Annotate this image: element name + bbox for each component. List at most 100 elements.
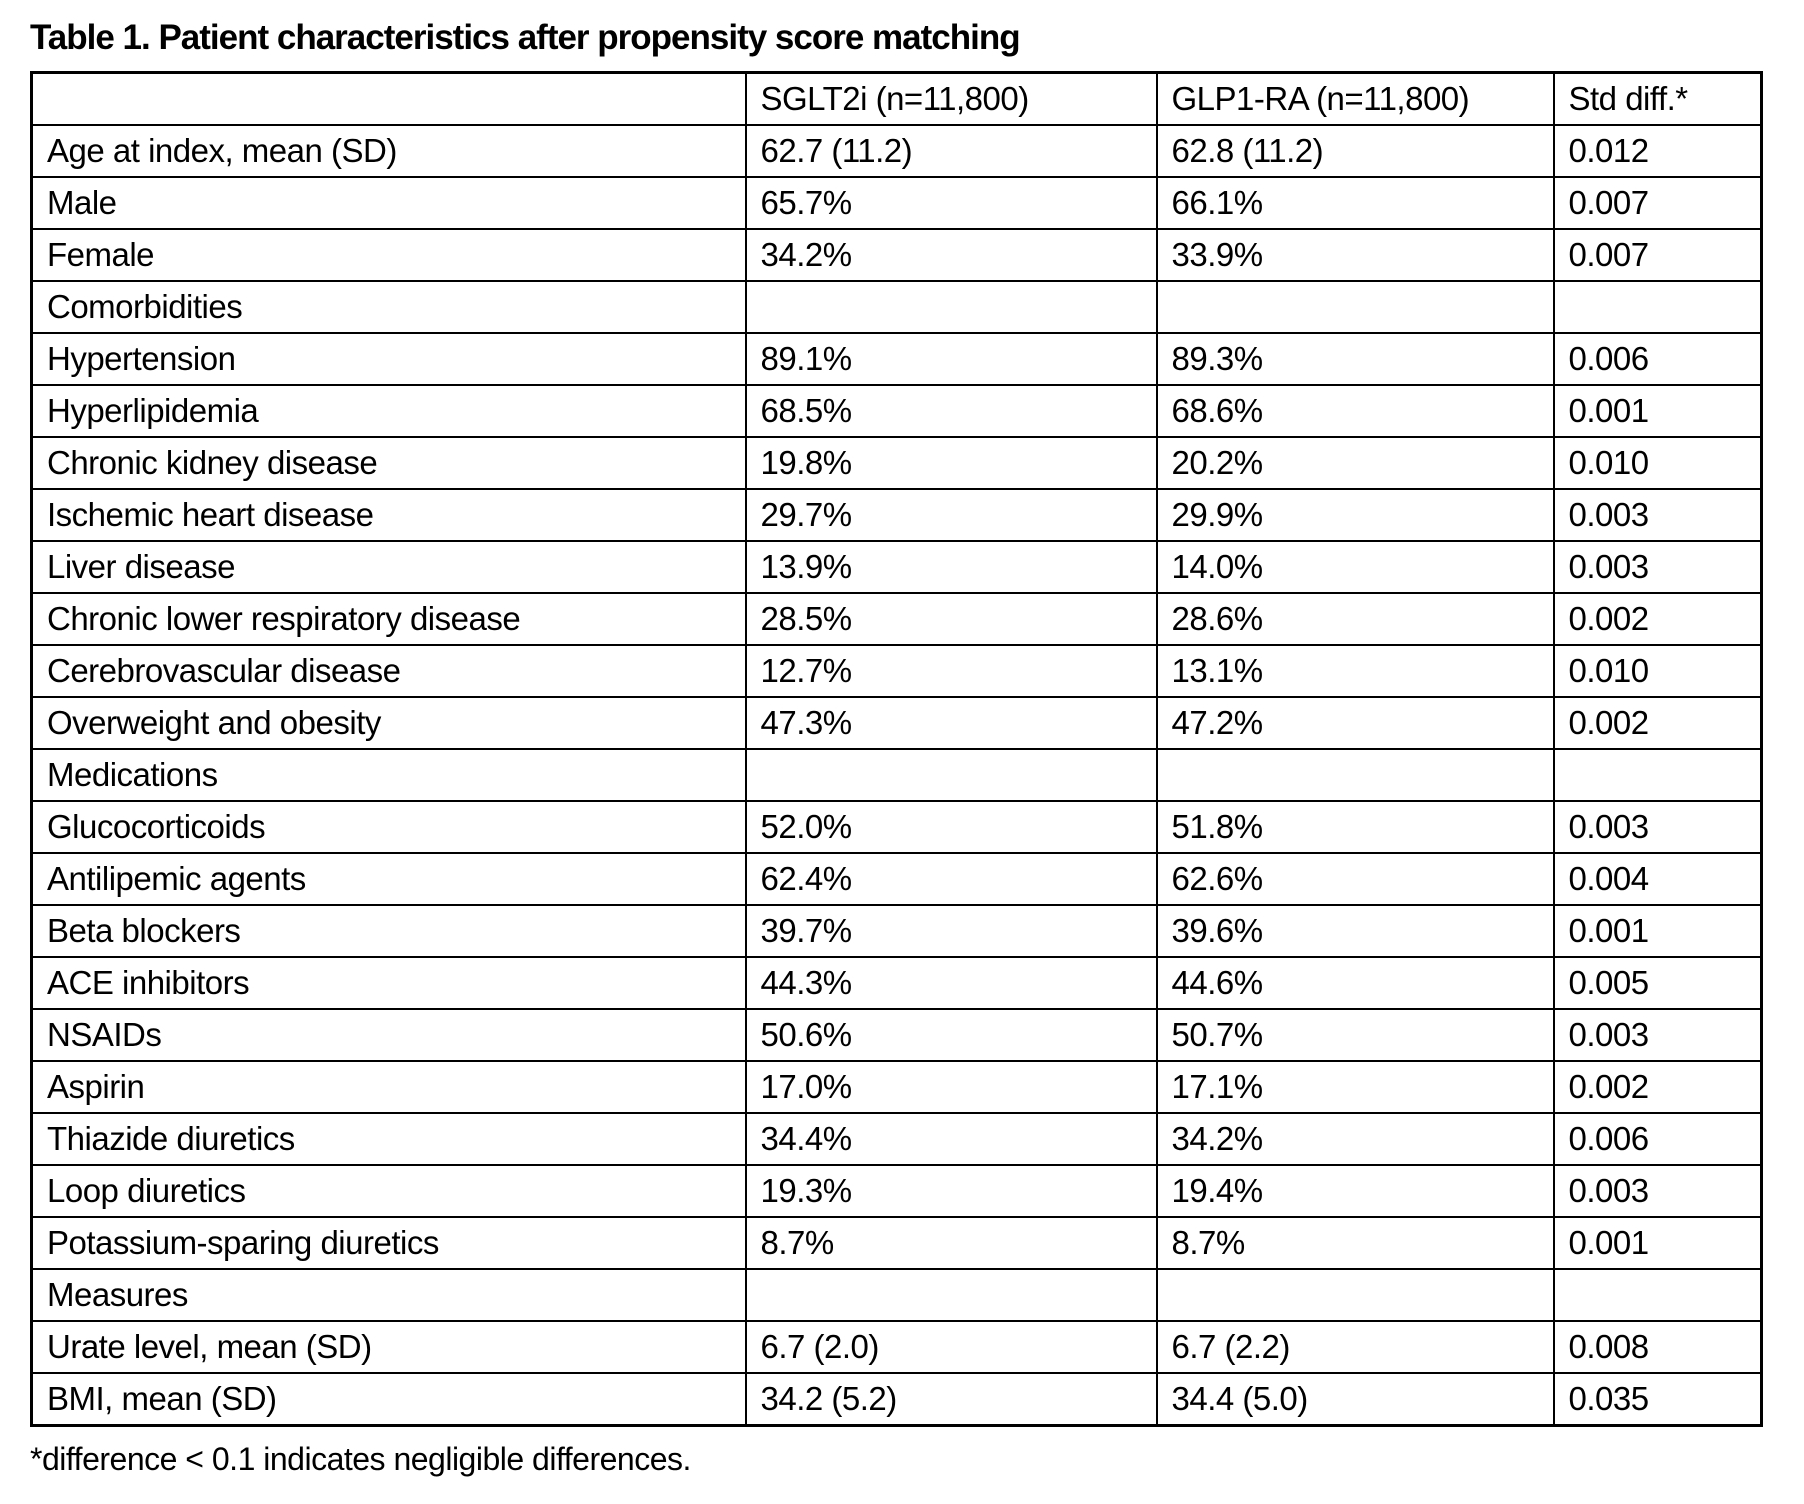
- value-cell: 14.0%: [1155, 540, 1555, 594]
- row-label-cell: Male: [30, 176, 747, 230]
- value-cell: 0.002: [1552, 1060, 1763, 1114]
- section-row: Comorbidities: [30, 280, 1763, 334]
- value-cell: 17.1%: [1155, 1060, 1555, 1114]
- value-cell: 0.001: [1552, 1216, 1763, 1270]
- value-cell: [744, 280, 1158, 334]
- row-label-cell: Liver disease: [30, 540, 747, 594]
- table-row: Aspirin 17.0% 17.1% 0.002: [30, 1060, 1763, 1114]
- value-cell: [1155, 280, 1555, 334]
- table-row: Chronic lower respiratory disease 28.5% 28…: [30, 592, 1763, 646]
- row-label-cell: Hyperlipidemia: [30, 384, 747, 438]
- value-cell: 47.2%: [1155, 696, 1555, 750]
- value-cell: 34.2%: [1155, 1112, 1555, 1166]
- value-cell: 0.005: [1552, 956, 1763, 1010]
- section-label-cell: Comorbidities: [30, 280, 747, 334]
- value-cell: 50.6%: [744, 1008, 1158, 1062]
- value-cell: 17.0%: [744, 1060, 1158, 1114]
- value-cell: 62.6%: [1155, 852, 1555, 906]
- value-cell: 0.006: [1552, 332, 1763, 386]
- value-cell: 0.007: [1552, 176, 1763, 230]
- value-cell: 13.9%: [744, 540, 1158, 594]
- table-row: Ischemic heart disease 29.7% 29.9% 0.003: [30, 488, 1763, 542]
- row-label-cell: BMI, mean (SD): [30, 1372, 747, 1427]
- table-row: Chronic kidney disease 19.8% 20.2% 0.010: [30, 436, 1763, 490]
- value-cell: 0.004: [1552, 852, 1763, 906]
- value-cell: 62.8 (11.2): [1155, 124, 1555, 178]
- row-label-cell: Hypertension: [30, 332, 747, 386]
- value-cell: 89.1%: [744, 332, 1158, 386]
- row-label-cell: Cerebrovascular disease: [30, 644, 747, 698]
- value-cell: 52.0%: [744, 800, 1158, 854]
- value-cell: [1155, 748, 1555, 802]
- value-cell: 0.002: [1552, 696, 1763, 750]
- value-cell: 62.4%: [744, 852, 1158, 906]
- header-cell-stddiff: Std diff.*: [1552, 71, 1763, 126]
- value-cell: 0.001: [1552, 384, 1763, 438]
- value-cell: 13.1%: [1155, 644, 1555, 698]
- value-cell: 0.003: [1552, 1164, 1763, 1218]
- value-cell: 0.003: [1552, 1008, 1763, 1062]
- value-cell: 47.3%: [744, 696, 1158, 750]
- value-cell: 66.1%: [1155, 176, 1555, 230]
- table-row: Loop diuretics 19.3% 19.4% 0.003: [30, 1164, 1763, 1218]
- row-label-cell: Chronic lower respiratory disease: [30, 592, 747, 646]
- section-row: Medications: [30, 748, 1763, 802]
- row-label-cell: Urate level, mean (SD): [30, 1320, 747, 1374]
- row-label-cell: Thiazide diuretics: [30, 1112, 747, 1166]
- table-row: Male 65.7% 66.1% 0.007: [30, 176, 1763, 230]
- row-label-cell: Loop diuretics: [30, 1164, 747, 1218]
- value-cell: 0.002: [1552, 592, 1763, 646]
- patient-characteristics-table: SGLT2i (n=11,800) GLP1-RA (n=11,800) Std…: [30, 71, 1763, 1427]
- header-cell-sglt2i: SGLT2i (n=11,800): [744, 71, 1158, 126]
- value-cell: 12.7%: [744, 644, 1158, 698]
- table-row: Cerebrovascular disease 12.7% 13.1% 0.010: [30, 644, 1763, 698]
- value-cell: 0.010: [1552, 644, 1763, 698]
- value-cell: 8.7%: [1155, 1216, 1555, 1270]
- value-cell: 0.006: [1552, 1112, 1763, 1166]
- value-cell: [744, 1268, 1158, 1322]
- value-cell: [1155, 1268, 1555, 1322]
- value-cell: 34.2%: [744, 228, 1158, 282]
- value-cell: 44.6%: [1155, 956, 1555, 1010]
- value-cell: 34.4%: [744, 1112, 1158, 1166]
- header-row: SGLT2i (n=11,800) GLP1-RA (n=11,800) Std…: [30, 71, 1763, 126]
- value-cell: 8.7%: [744, 1216, 1158, 1270]
- table-row: Thiazide diuretics 34.4% 34.2% 0.006: [30, 1112, 1763, 1166]
- value-cell: 0.003: [1552, 540, 1763, 594]
- value-cell: 28.6%: [1155, 592, 1555, 646]
- row-label-cell: Beta blockers: [30, 904, 747, 958]
- row-label-cell: ACE inhibitors: [30, 956, 747, 1010]
- value-cell: 6.7 (2.0): [744, 1320, 1158, 1374]
- value-cell: 6.7 (2.2): [1155, 1320, 1555, 1374]
- value-cell: [744, 748, 1158, 802]
- value-cell: 28.5%: [744, 592, 1158, 646]
- value-cell: 0.035: [1552, 1372, 1763, 1427]
- table-row: Female 34.2% 33.9% 0.007: [30, 228, 1763, 282]
- value-cell: 62.7 (11.2): [744, 124, 1158, 178]
- table-row: Hypertension 89.1% 89.3% 0.006: [30, 332, 1763, 386]
- value-cell: [1552, 280, 1763, 334]
- table-row: ACE inhibitors 44.3% 44.6% 0.005: [30, 956, 1763, 1010]
- value-cell: 29.7%: [744, 488, 1158, 542]
- row-label-cell: Chronic kidney disease: [30, 436, 747, 490]
- value-cell: 0.003: [1552, 800, 1763, 854]
- value-cell: 19.3%: [744, 1164, 1158, 1218]
- table-row: NSAIDs 50.6% 50.7% 0.003: [30, 1008, 1763, 1062]
- table-body: Age at index, mean (SD) 62.7 (11.2) 62.8 (…: [30, 124, 1763, 1427]
- value-cell: 0.001: [1552, 904, 1763, 958]
- table-row: Overweight and obesity 47.3% 47.2% 0.002: [30, 696, 1763, 750]
- section-row: Measures: [30, 1268, 1763, 1322]
- table-title: Table 1. Patient characteristics after p…: [30, 18, 1021, 57]
- value-cell: 34.4 (5.0): [1155, 1372, 1555, 1427]
- row-label-cell: NSAIDs: [30, 1008, 747, 1062]
- footnote: *difference < 0.1 indicates negligible d…: [30, 1441, 691, 1477]
- table-row: Age at index, mean (SD) 62.7 (11.2) 62.8 (…: [30, 124, 1763, 178]
- table-row: Glucocorticoids 52.0% 51.8% 0.003: [30, 800, 1763, 854]
- value-cell: 89.3%: [1155, 332, 1555, 386]
- value-cell: 39.7%: [744, 904, 1158, 958]
- row-label-cell: Overweight and obesity: [30, 696, 747, 750]
- value-cell: [1552, 748, 1763, 802]
- table-row: Potassium-sparing diuretics 8.7% 8.7% 0.001: [30, 1216, 1763, 1270]
- table-row: Urate level, mean (SD) 6.7 (2.0) 6.7 (2.2)…: [30, 1320, 1763, 1374]
